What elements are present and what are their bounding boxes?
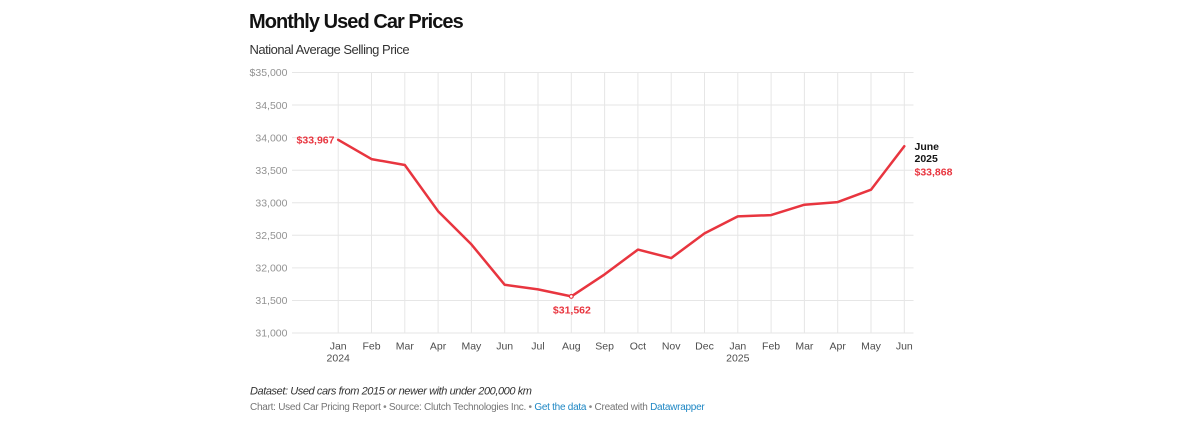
svg-text:Jul: Jul [531, 340, 544, 352]
svg-text:$31,562: $31,562 [553, 305, 591, 317]
svg-text:Jun: Jun [896, 340, 913, 352]
svg-text:June: June [915, 141, 940, 153]
svg-text:32,500: 32,500 [255, 230, 287, 242]
svg-text:Mar: Mar [396, 340, 415, 352]
svg-text:Mar: Mar [795, 340, 814, 352]
svg-text:34,000: 34,000 [255, 132, 287, 144]
svg-text:Feb: Feb [762, 340, 780, 352]
svg-text:2025: 2025 [726, 352, 750, 364]
svg-text:$35,000: $35,000 [250, 67, 288, 79]
svg-text:33,500: 33,500 [255, 165, 287, 177]
svg-text:Jan: Jan [330, 340, 347, 352]
svg-text:2024: 2024 [327, 352, 351, 364]
svg-text:Feb: Feb [362, 340, 380, 352]
svg-text:2025: 2025 [915, 153, 939, 165]
svg-text:Oct: Oct [630, 340, 646, 352]
svg-text:Jan: Jan [729, 340, 746, 352]
svg-text:Sep: Sep [595, 340, 614, 352]
svg-text:May: May [461, 340, 482, 352]
svg-text:Apr: Apr [430, 340, 447, 352]
svg-text:$33,868: $33,868 [915, 167, 953, 179]
svg-text:Dec: Dec [695, 340, 714, 352]
svg-text:$33,967: $33,967 [297, 134, 335, 146]
svg-text:Chart: Used Car Pricing Report: Chart: Used Car Pricing Report • Source:… [250, 402, 705, 413]
svg-text:34,500: 34,500 [255, 100, 287, 112]
svg-text:32,000: 32,000 [255, 263, 287, 275]
svg-text:Nov: Nov [662, 340, 681, 352]
svg-text:Dataset: Used cars from 2015 o: Dataset: Used cars from 2015 or newer wi… [250, 385, 532, 397]
svg-text:Jun: Jun [496, 340, 513, 352]
svg-text:May: May [861, 340, 882, 352]
svg-text:33,000: 33,000 [255, 198, 287, 210]
svg-text:31,000: 31,000 [255, 328, 287, 340]
svg-text:Aug: Aug [562, 340, 581, 352]
svg-text:Apr: Apr [830, 340, 847, 352]
svg-text:31,500: 31,500 [255, 295, 287, 307]
svg-text:Monthly Used Car Prices: Monthly Used Car Prices [249, 11, 464, 33]
svg-text:National Average Selling Price: National Average Selling Price [250, 42, 410, 57]
